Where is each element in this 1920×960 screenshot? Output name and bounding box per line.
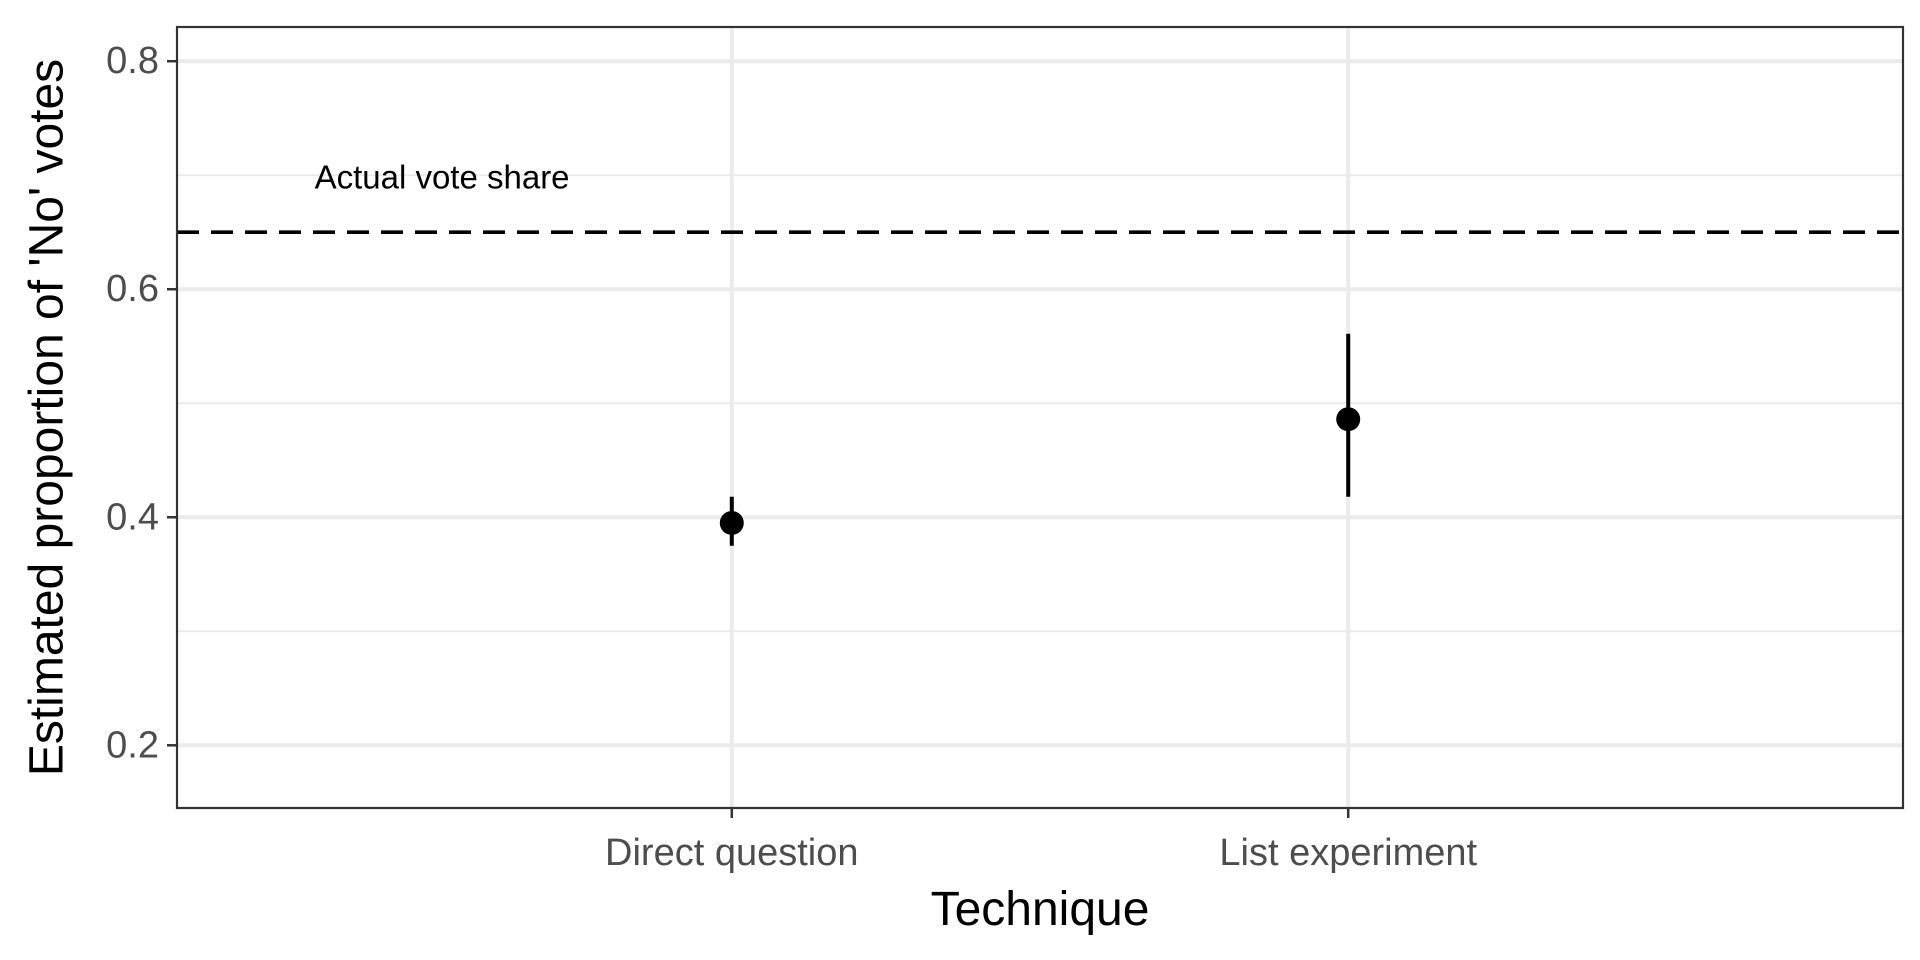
point-estimate — [1336, 407, 1361, 432]
y-tick-label: 0.6 — [106, 268, 159, 310]
data-points — [719, 333, 1361, 546]
y-tick-label: 0.2 — [106, 724, 159, 766]
grid-lines — [177, 27, 1903, 808]
reference-line-label: Actual vote share — [315, 158, 570, 195]
axes: 0.2 0.4 0.6 0.8 Direct question List experime… — [106, 40, 1477, 874]
y-axis-title: Estimated proportion of 'No' votes — [21, 59, 74, 776]
panel-border — [175, 25, 1905, 810]
reference-line-group: Actual vote share — [177, 158, 1903, 235]
x-axis-title: Technique — [931, 883, 1150, 936]
x-tick-label: List experiment — [1219, 832, 1477, 874]
point-estimate — [719, 510, 744, 535]
y-tick-label: 0.8 — [106, 40, 159, 82]
x-tick-label: Direct question — [605, 832, 858, 874]
y-tick-label: 0.4 — [106, 496, 159, 538]
